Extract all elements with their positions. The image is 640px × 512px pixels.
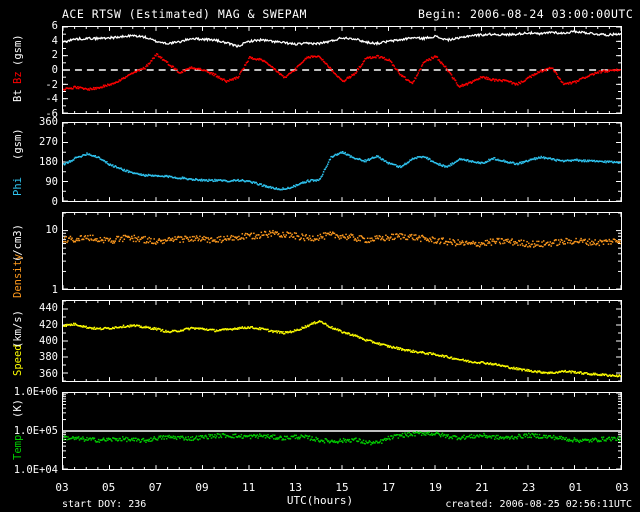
ytick-label: -4 xyxy=(45,93,58,106)
page-title: ACE RTSW (Estimated) MAG & SWEPAM xyxy=(62,7,307,21)
panel-density xyxy=(62,212,622,290)
xtick-label: 21 xyxy=(475,481,489,494)
ytick-label: 360 xyxy=(39,116,58,128)
ytick-label: 380 xyxy=(39,351,58,364)
xtick-label: 19 xyxy=(428,481,442,494)
xtick-label: 05 xyxy=(102,481,116,494)
plot-area-phi xyxy=(63,123,621,201)
ytick-label: 6 xyxy=(51,20,58,32)
plot-area-magnetic-field xyxy=(63,27,621,113)
ytick-label: 400 xyxy=(39,335,58,347)
ytick-label: 2 xyxy=(51,49,58,62)
xaxis-label: UTC(hours) xyxy=(286,494,354,507)
xtick-label: 09 xyxy=(195,481,209,494)
ytick-label: 180 xyxy=(39,156,58,168)
ytick-label: 10 xyxy=(45,224,58,237)
ytick-label: 1 xyxy=(51,284,58,296)
xtick-label: 07 xyxy=(148,481,162,494)
ytick-label: 420 xyxy=(39,318,58,331)
xtick-label: 23 xyxy=(522,481,536,494)
ytick-label: 0 xyxy=(51,64,58,76)
ylabel-temp: Temp xyxy=(12,434,24,460)
ytick-label: 1.0E+05 xyxy=(13,425,58,437)
ylabel-gsm-mag: (gsm) xyxy=(12,34,24,66)
ytick-label: 360 xyxy=(39,367,58,380)
panel-phi xyxy=(62,122,622,202)
xtick-label: 03 xyxy=(55,481,69,494)
plot-area-density xyxy=(63,213,621,289)
ytick-label: -6 xyxy=(45,108,58,120)
ytick-label: 4 xyxy=(51,34,58,47)
ylabel-temp-unit: (K) xyxy=(12,399,24,418)
xtick-label: 01 xyxy=(568,481,582,494)
begin-time-label: Begin: 2006-08-24 03:00:00UTC xyxy=(418,7,634,21)
ytick-label: -2 xyxy=(45,78,58,91)
ylabel-speed-unit: (km/s) xyxy=(12,310,24,348)
ytick-label: 1.0E+06 xyxy=(13,386,58,398)
panel-speed xyxy=(62,300,622,382)
plot-area-speed xyxy=(63,301,621,381)
ytick-label: 90 xyxy=(45,176,58,188)
ylabel-density-unit: (/cm3) xyxy=(12,224,24,262)
panel-magnetic-field xyxy=(62,26,622,114)
xtick-label: 13 xyxy=(288,481,302,494)
start-doy-label: start DOY: 236 xyxy=(62,499,147,510)
xtick-label: 11 xyxy=(242,481,256,494)
ylabel-gsm-phi: (gsm) xyxy=(12,128,24,160)
xtick-label: 17 xyxy=(382,481,396,494)
xtick-label: 15 xyxy=(335,481,349,494)
plot-area-temperature xyxy=(63,393,621,469)
ytick-label: 270 xyxy=(39,136,58,148)
panel-temperature xyxy=(62,392,622,470)
ytick-label: 0 xyxy=(51,196,58,208)
created-timestamp-label: created: 2006-08-25 02:56:11UTC xyxy=(445,499,632,510)
ytick-label: 1.0E+04 xyxy=(13,464,58,476)
ytick-label: 440 xyxy=(39,302,58,315)
xtick-label: 03 xyxy=(615,481,629,494)
